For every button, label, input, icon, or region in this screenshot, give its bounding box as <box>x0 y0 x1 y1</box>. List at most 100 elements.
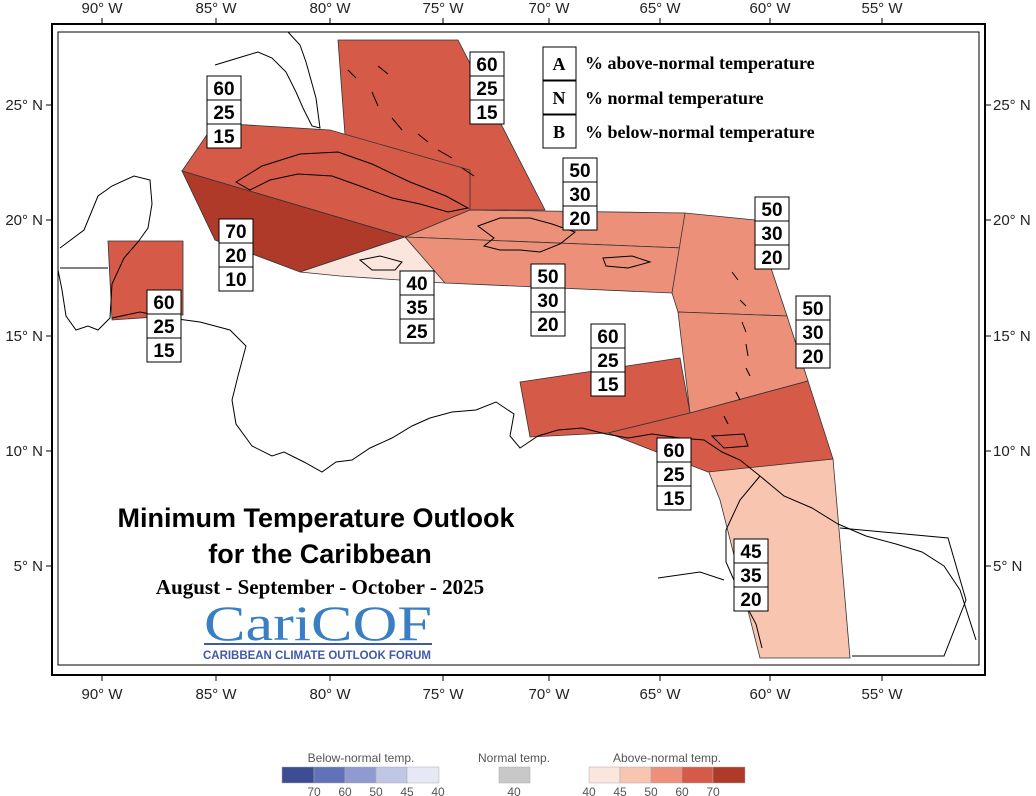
colorbar-above-50 <box>650 766 683 784</box>
lat-tick-label: 20° N <box>993 212 1031 229</box>
prob-cell <box>218 218 254 244</box>
colorbar-above-tick: 50 <box>644 785 658 796</box>
legend-key-n: N <box>553 88 566 108</box>
colorbar-above-label: Above-normal temp. <box>613 751 721 765</box>
legend-key-a: A <box>553 54 566 74</box>
legend-text-below: % below-normal temperature <box>585 122 815 142</box>
region-bahamas <box>337 39 546 211</box>
prob-box-cayman: 70 20 10 <box>218 218 254 292</box>
colorbar-below-label: Below-normal temp. <box>308 751 415 765</box>
colorbar-above-tick: 40 <box>582 785 596 796</box>
lon-tick-label: 85° W <box>195 686 237 703</box>
lat-tick-label: 10° N <box>5 443 43 460</box>
map-title: Minimum Temperature Outlook <box>117 503 515 533</box>
normal-value: 20 <box>225 246 246 267</box>
below-normal-value: 10 <box>225 270 246 291</box>
normal-value: 25 <box>153 317 175 338</box>
above-normal-value: 60 <box>213 79 234 100</box>
below-normal-value: 15 <box>597 375 619 396</box>
logo-wordmark: CariCOF <box>204 595 432 651</box>
below-normal-value: 15 <box>213 127 235 148</box>
lat-tick-label: 20° N <box>5 212 43 229</box>
normal-value: 25 <box>663 465 685 486</box>
coast-cuba <box>235 151 470 213</box>
lat-tick-label: 10° N <box>993 443 1031 460</box>
prob-cell <box>399 318 435 344</box>
coast-hispaniola <box>476 217 577 253</box>
prob-box-leeward: 50 30 20 <box>754 196 790 270</box>
prob-cell <box>218 266 254 292</box>
normal-value: 25 <box>213 103 235 124</box>
prob-box-belize: 60 25 15 <box>146 289 182 363</box>
below-normal-value: 20 <box>569 209 590 230</box>
forecast-period: August - September - October - 2025 <box>156 575 484 599</box>
colorbar-below-60 <box>313 766 346 784</box>
prob-cell <box>530 311 566 337</box>
colorbar-below-40 <box>406 766 440 784</box>
logo-tagline: CARIBBEAN CLIMATE OUTLOOK FORUM <box>203 648 431 662</box>
lon-tick-label: 75° W <box>422 0 464 17</box>
colorbar-above-tick: 45 <box>613 785 627 796</box>
colorbar-above-60 <box>681 766 714 784</box>
normal-value: 30 <box>761 224 782 245</box>
lat-tick-label: 5° N <box>14 558 43 575</box>
forecast-regions <box>107 39 851 659</box>
prob-cell <box>206 75 242 101</box>
prob-cell <box>656 437 692 463</box>
normal-value: 25 <box>597 351 619 372</box>
prob-cell <box>795 319 831 345</box>
prob-box-jamaica: 40 35 25 <box>399 270 435 344</box>
colorbar-above-45 <box>619 766 652 784</box>
lat-tick-label: 25° N <box>5 97 43 114</box>
lat-tick-label: 15° N <box>993 328 1031 345</box>
colorbar-normal-tick: 40 <box>507 785 521 796</box>
map-frame-inner <box>57 31 980 666</box>
prob-box-guianas: 45 35 20 <box>733 538 769 612</box>
prob-cell <box>590 323 626 349</box>
legend-key-box-n <box>542 80 577 115</box>
coast-lesser-antilles <box>710 271 751 449</box>
legend-text-above: % above-normal temperature <box>585 53 815 73</box>
colorbar-below-50 <box>344 766 377 784</box>
below-normal-value: 20 <box>740 590 761 611</box>
below-normal-value: 20 <box>537 315 558 336</box>
latitude-axis: 25° N 25° N 20° N 20° N 15° N 15° N 10° N 10° N… <box>5 97 1030 575</box>
longitude-axis: 90° W 90° W 85° W 85° W 80° W 80° W 75° W 75° W… <box>81 0 903 703</box>
below-normal-value: 15 <box>153 341 175 362</box>
below-normal-value: 15 <box>663 489 685 510</box>
lon-tick-label: 65° W <box>639 0 681 17</box>
normal-value: 30 <box>537 291 558 312</box>
probability-boxes: 60 25 15 60 25 15 70 20 10 60 25 15 40 35 25 50 30 20 50 30… <box>146 51 831 612</box>
above-normal-value: 40 <box>406 274 427 295</box>
legend-key-box-b <box>542 114 577 149</box>
above-normal-value: 60 <box>153 293 174 314</box>
lon-tick-label: 55° W <box>861 0 903 17</box>
lon-tick-label: 90° W <box>81 0 123 17</box>
prob-cell <box>754 220 790 246</box>
prob-box-bahamas: 60 25 15 <box>469 51 505 125</box>
prob-cell <box>590 371 626 397</box>
above-normal-value: 50 <box>537 267 558 288</box>
prob-box-windward: 50 30 20 <box>795 295 831 369</box>
colorbar-below-tick: 40 <box>431 785 445 796</box>
prob-cell <box>146 337 182 363</box>
below-normal-value: 25 <box>406 322 428 343</box>
legend-key-b: B <box>553 122 565 142</box>
colorbar-below-tick: 50 <box>369 785 383 796</box>
prob-cell <box>754 244 790 270</box>
above-normal-value: 70 <box>225 222 246 243</box>
coast-jamaica <box>358 255 403 271</box>
lon-tick-label: 80° W <box>309 0 351 17</box>
coast-yucatan <box>57 175 153 331</box>
prob-cell <box>399 294 435 320</box>
key-legend: A N B % above-normal temperature % norma… <box>542 46 815 149</box>
colorbar-above-tick: 70 <box>706 785 720 796</box>
normal-value: 35 <box>740 566 762 587</box>
colorbar-normal-label: Normal temp. <box>478 751 550 765</box>
lon-tick-label: 90° W <box>81 686 123 703</box>
prob-box-cuba: 60 25 15 <box>206 75 242 149</box>
prob-cell <box>733 538 769 564</box>
coast-bahamas <box>347 65 475 177</box>
prob-cell <box>656 485 692 511</box>
